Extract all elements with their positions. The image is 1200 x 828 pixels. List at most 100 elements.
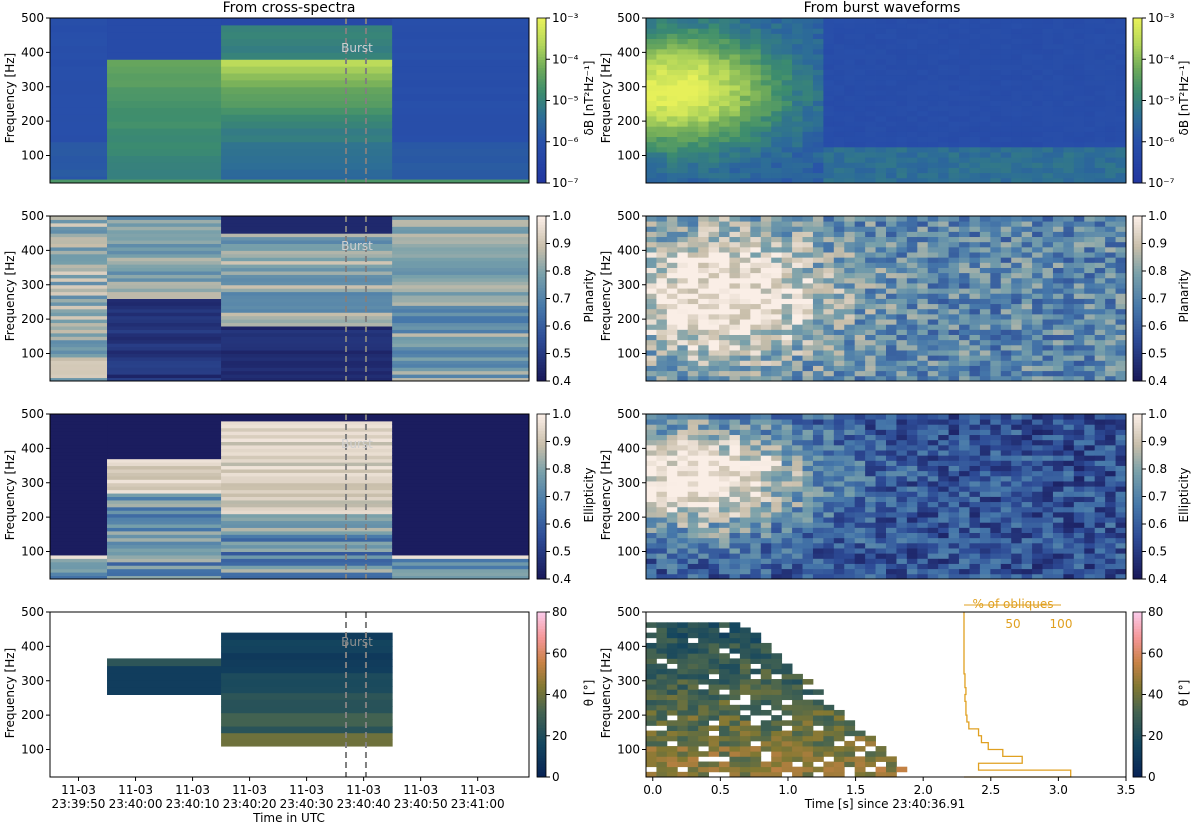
ellipticity-right-cell: [1021, 496, 1033, 503]
ellipticity-right-cell: [844, 424, 856, 430]
dB-right-cell: [792, 48, 803, 55]
ellipticity-right-cell: [677, 563, 689, 570]
dB-right-cell: [771, 157, 783, 163]
planarity-right-cell: [1000, 370, 1012, 377]
dB-right-cell: [708, 23, 720, 29]
ellipticity-right-cell: [760, 558, 772, 564]
dB-right-cell: [656, 152, 668, 158]
planarity-right-cell: [750, 257, 762, 263]
dB-right-cell: [1084, 126, 1096, 132]
ellipticity-left-cell: [50, 506, 108, 511]
dB-right-cell: [802, 110, 814, 117]
ellipticity-left-cell: [107, 448, 222, 453]
ellipticity-right-cell: [906, 542, 918, 549]
planarity-right-cell: [1105, 375, 1116, 382]
planarity-right-cell: [760, 375, 772, 382]
dB-right-cell: [1011, 85, 1023, 91]
ellipticity-right-cell: [875, 537, 887, 544]
planarity-right-cell: [1115, 365, 1127, 372]
ellipticity-right-cell: [708, 496, 720, 503]
ellipticity-right-cell: [927, 491, 939, 497]
planarity-right-cell: [677, 339, 689, 346]
dB-right-cell: [656, 28, 668, 34]
ellipticity-left-cell: [221, 510, 393, 515]
planarity-right-cell: [802, 277, 814, 284]
ellipticity-right-cell: [990, 517, 1002, 523]
planarity-right-cell: [969, 293, 981, 299]
planarity-left-cell: [50, 236, 108, 241]
planarity-right-cell: [979, 272, 991, 279]
planarity-right-cell: [844, 257, 856, 263]
dB-right-cell: [1084, 54, 1096, 60]
ellipticity-left-cell: [221, 441, 393, 446]
ellipticity-right-cell: [948, 439, 960, 446]
ellipticity-right-cell: [1000, 568, 1012, 575]
dB-right-cell: [666, 100, 678, 107]
planarity-right-cell: [666, 339, 678, 346]
ellipticity-right-cell: [729, 439, 741, 446]
dB-right-cell: [1084, 18, 1096, 24]
ellipticity-right-cell: [792, 537, 803, 544]
ellipticity-right-cell: [1042, 460, 1054, 466]
dB-right-cell: [896, 157, 908, 163]
dB-right-cell: [886, 157, 897, 163]
ellipticity-right-cell: [938, 439, 950, 446]
ellipticity-left-cell: [221, 448, 393, 453]
dB-right-cell: [1032, 115, 1043, 122]
ellipticity-right-cell: [969, 563, 981, 570]
dB-right-cell: [1000, 126, 1012, 132]
dB-right-cell: [823, 23, 835, 29]
ellipticity-left-cell: [107, 565, 222, 570]
planarity-right-cell: [969, 308, 981, 315]
ellipticity-right-cell: [959, 558, 970, 564]
dB-right-cell: [750, 146, 762, 153]
dB-right-cell: [1084, 95, 1096, 101]
dB-right-cell: [927, 105, 939, 112]
planarity-right-cell: [990, 277, 1002, 284]
ellipticity-right-cell: [677, 532, 689, 539]
dB-right-cell: [1042, 131, 1054, 137]
dB-right-cell: [906, 38, 918, 45]
planarity-right-cell: [771, 355, 783, 361]
dB-left-cell: [107, 155, 222, 163]
ellipticity-right-cell: [875, 465, 887, 472]
ellipticity-right-cell: [959, 573, 970, 580]
dB-left-cell: [392, 141, 530, 150]
ellipticity-left-cell: [107, 420, 222, 425]
ellipticity-right-cell: [959, 527, 970, 533]
planarity-left-cell: [221, 295, 393, 299]
ellipticity-right-cell: [865, 527, 876, 533]
dB-right-cell: [739, 157, 751, 163]
ellipticity-right-cell: [1000, 455, 1012, 461]
planarity-right-cell: [1042, 344, 1054, 351]
planarity-left-cell: [221, 329, 393, 334]
planarity-right-cell: [781, 308, 793, 315]
ellipticity-right-cell: [781, 527, 793, 533]
planarity-right-cell: [938, 288, 950, 294]
ellipticity-right-cell: [1021, 486, 1033, 492]
dB-right-cell: [948, 85, 960, 91]
planarity-right-cell: [979, 246, 991, 253]
ellipticity-left-cell: [107, 493, 222, 497]
dB-right-cell: [1021, 121, 1033, 127]
planarity-right-cell: [771, 267, 783, 274]
ellipticity-right-cell: [854, 465, 866, 472]
ellipticity-right-cell: [948, 424, 960, 430]
ellipticity-right-cell: [1073, 470, 1085, 477]
ellipticity-right-cell: [844, 475, 856, 482]
ellipticity-right-cell: [1042, 501, 1054, 508]
planarity-right-cell: [719, 308, 730, 315]
dB-right-cell: [865, 177, 876, 184]
ellipticity-right-cell: [1115, 542, 1127, 549]
dB-right-cell: [771, 43, 783, 50]
planarity-right-cell: [1115, 236, 1127, 243]
planarity-right-cell: [750, 313, 762, 320]
ellipticity-right-cell: [886, 522, 897, 528]
planarity-right-cell: [886, 262, 897, 268]
dB-right-cell: [656, 100, 668, 107]
dB-right-cell: [687, 95, 699, 101]
dB-right-cell: [1052, 54, 1064, 60]
dB-right-cell: [1021, 64, 1033, 70]
dB-right-cell: [833, 162, 845, 168]
ellipticity-right-cell: [1094, 573, 1106, 580]
